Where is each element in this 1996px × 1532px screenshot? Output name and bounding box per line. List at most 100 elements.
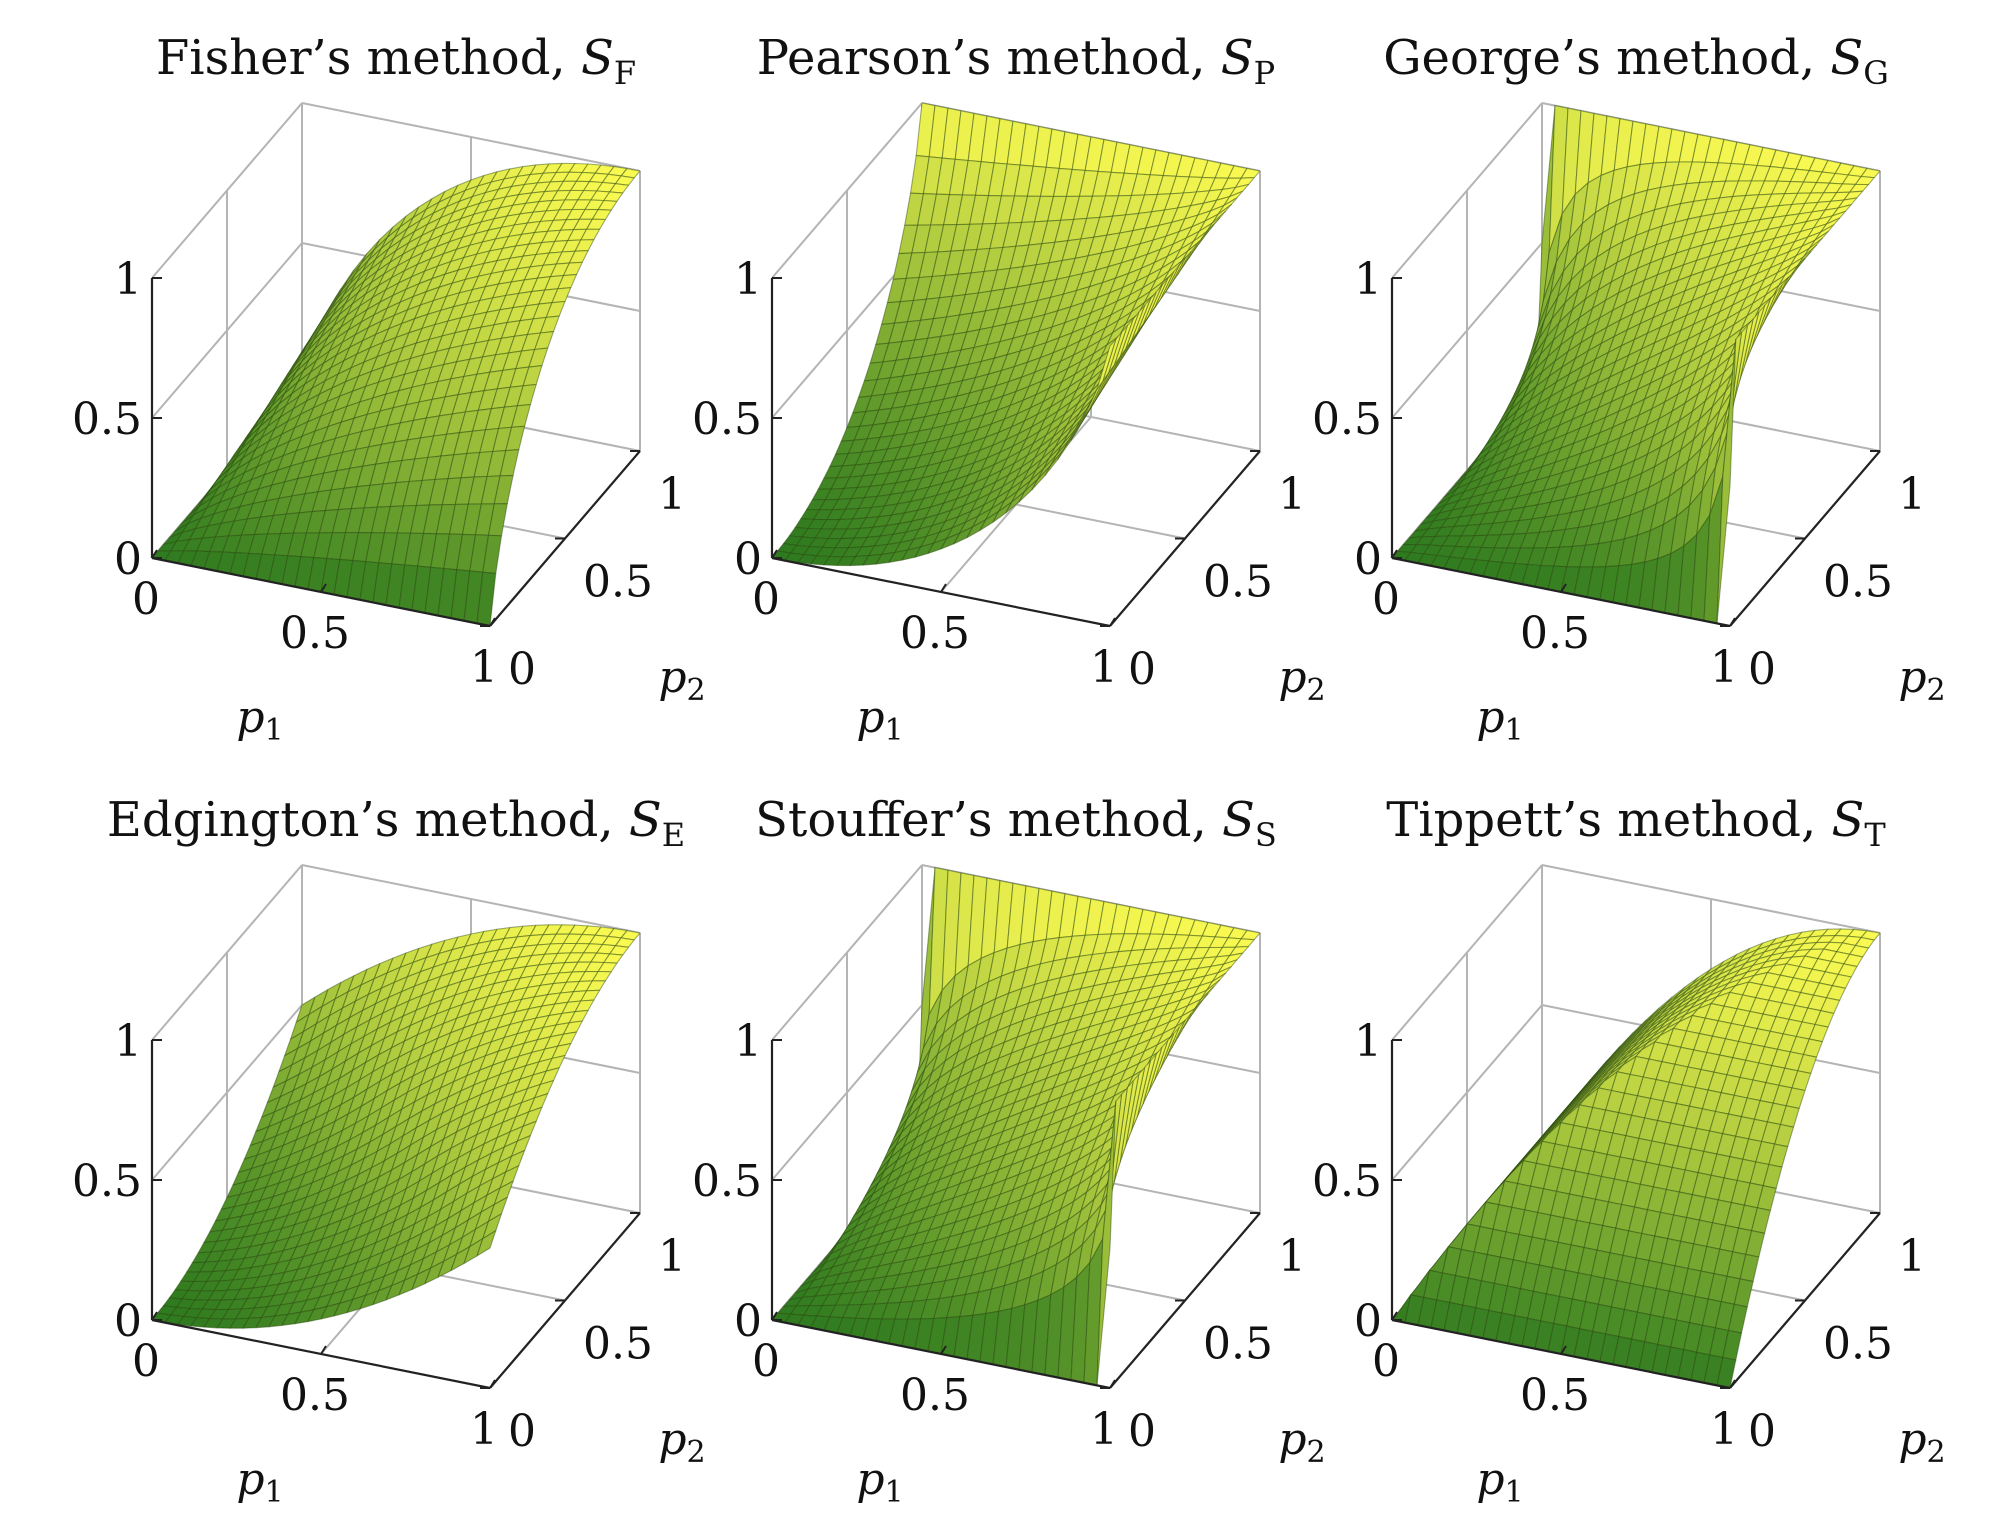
surface-patch <box>1200 217 1221 241</box>
title-text: George’s method, <box>1383 30 1830 86</box>
z-tick-label: 1 <box>734 254 762 305</box>
surface-patch <box>1849 183 1870 193</box>
surface-patch <box>499 449 520 477</box>
surface-patch <box>568 1009 589 1024</box>
surface <box>151 924 641 1329</box>
z-tick-label: 0.5 <box>692 1156 762 1207</box>
x-axis-label: p1 <box>856 1454 903 1510</box>
x-tick-mark <box>1391 549 1398 559</box>
x-tick-mark <box>489 1379 496 1389</box>
x-tick-label: 1 <box>1710 642 1738 693</box>
x-tick-mark <box>1109 617 1116 627</box>
surface-patch <box>1756 1185 1777 1211</box>
title-symbol: S <box>1831 792 1864 848</box>
surface-patch <box>1229 183 1250 198</box>
x-tick-label: 1 <box>1090 642 1118 693</box>
y-tick-label: 1 <box>1898 469 1926 520</box>
x-tick-mark <box>940 1345 947 1355</box>
panel-title: Stouffer’s method, SS <box>755 792 1277 854</box>
surface-patch <box>1791 1070 1812 1092</box>
surface <box>1391 928 1881 1389</box>
title-symbol: S <box>629 792 662 848</box>
title-text: Pearson’s method, <box>757 30 1221 86</box>
surface-patch <box>1774 1123 1795 1148</box>
surface-patch <box>482 1213 503 1240</box>
title-subscript: F <box>614 54 636 92</box>
surface-patch <box>476 1230 497 1257</box>
title-text: Stouffer’s method, <box>755 792 1222 848</box>
x-tick-mark <box>1560 1345 1567 1355</box>
y-tick-label: 0.5 <box>1823 557 1893 608</box>
x-tick-mark <box>489 617 496 627</box>
x-axis-label: p1 <box>1476 1454 1523 1510</box>
z-tick-label: 0.5 <box>1312 394 1382 445</box>
surface-patch <box>609 183 630 194</box>
surface-patch <box>1194 986 1215 1010</box>
y-tick-label: 0 <box>1748 1406 1776 1457</box>
x-tick-label: 0 <box>752 574 780 625</box>
z-tick-label: 0 <box>1354 534 1382 585</box>
z-tick-label: 0 <box>734 1296 762 1347</box>
x-tick-mark <box>151 1311 158 1321</box>
surface-patch <box>545 300 566 318</box>
title-symbol: S <box>1222 792 1255 848</box>
y-tick-label: 0.5 <box>1823 1319 1893 1370</box>
z-tick-label: 0.5 <box>72 394 142 445</box>
surface-patch <box>614 175 635 186</box>
z-tick-label: 0.5 <box>72 1156 142 1207</box>
surface-patch <box>1814 1010 1835 1028</box>
surface-patch <box>522 365 543 387</box>
surface-patch <box>1206 210 1226 233</box>
y-axis-label: p2 <box>1278 652 1325 708</box>
surface-patch <box>1716 338 1737 624</box>
y-axis-label: p2 <box>658 652 705 708</box>
surface-patch <box>1826 985 1846 1001</box>
surface-patch <box>1831 204 1852 217</box>
x-tick-mark <box>320 1345 327 1355</box>
x-tick-label: 0 <box>1372 574 1400 625</box>
surface-patch <box>1779 1105 1800 1128</box>
x-tick-label: 0 <box>1372 1336 1400 1387</box>
surface-patch <box>603 953 624 964</box>
surface-patch <box>1722 1329 1743 1361</box>
surface-patch <box>1223 190 1244 207</box>
surface-patch <box>1745 1230 1766 1258</box>
surface <box>771 867 1261 1386</box>
y-tick-label: 1 <box>1898 1231 1926 1282</box>
surface-patch <box>1733 1278 1754 1308</box>
x-tick-label: 0.5 <box>280 608 350 659</box>
surface-patch <box>1802 237 1823 258</box>
surface-patch <box>505 425 526 452</box>
surface-patch <box>1802 1038 1823 1058</box>
surface-patch <box>499 1165 520 1189</box>
x-axis-label: p1 <box>856 692 903 748</box>
surface-patch <box>1808 1023 1829 1043</box>
z-tick-label: 0 <box>1354 1296 1382 1347</box>
title-symbol: S <box>1830 30 1863 86</box>
y-tick-label: 1 <box>658 1231 686 1282</box>
surface-patch <box>1211 966 1232 983</box>
surface-patch <box>551 287 572 304</box>
panel-title: Edgington’s method, SE <box>107 792 685 854</box>
x-tick-label: 0.5 <box>1520 1370 1590 1421</box>
surface-patch <box>1768 1143 1789 1168</box>
surface-patch <box>1211 204 1232 224</box>
surface-patch <box>620 168 641 179</box>
surface-patch <box>505 1149 526 1173</box>
surface-patch <box>1837 197 1858 209</box>
x-tick-label: 0.5 <box>1520 608 1590 659</box>
y-axis-label: p2 <box>1898 652 1945 708</box>
x-tick-label: 1 <box>1090 1404 1118 1455</box>
surface-patch <box>1096 338 1117 390</box>
surface-patch <box>1785 1087 1806 1109</box>
x-tick-mark <box>1729 1379 1736 1389</box>
x-tick-mark <box>1391 1311 1398 1321</box>
z-tick-label: 0 <box>114 1296 142 1347</box>
x-tick-label: 1 <box>470 1404 498 1455</box>
surface-patch <box>1797 1053 1818 1074</box>
surface-patch <box>591 970 612 982</box>
